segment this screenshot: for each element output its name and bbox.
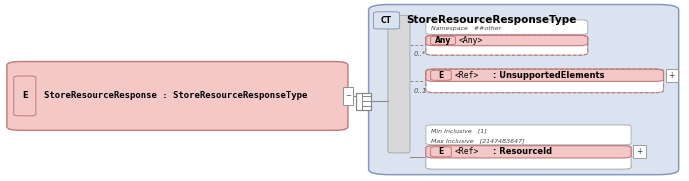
Text: <Any>: <Any> — [459, 36, 483, 45]
FancyBboxPatch shape — [369, 5, 679, 175]
Text: Max Inclusive   [2147483647]: Max Inclusive [2147483647] — [431, 138, 525, 143]
Text: <Ref>: <Ref> — [455, 147, 479, 156]
FancyBboxPatch shape — [426, 146, 631, 169]
FancyBboxPatch shape — [426, 69, 664, 81]
Bar — [356, 93, 371, 110]
Text: +: + — [668, 71, 675, 80]
FancyBboxPatch shape — [426, 20, 588, 34]
FancyBboxPatch shape — [14, 76, 36, 116]
FancyBboxPatch shape — [388, 15, 410, 153]
Text: Min Inclusive   [1]: Min Inclusive [1] — [431, 128, 487, 133]
FancyBboxPatch shape — [426, 69, 664, 93]
Bar — [633, 146, 646, 158]
Bar — [343, 87, 353, 105]
FancyBboxPatch shape — [426, 35, 588, 46]
Text: +: + — [636, 147, 643, 156]
FancyBboxPatch shape — [426, 125, 631, 145]
Text: E: E — [438, 147, 444, 156]
Text: Any: Any — [435, 36, 451, 45]
Text: CT: CT — [381, 16, 392, 25]
Text: : ResourceId: : ResourceId — [493, 147, 552, 156]
FancyBboxPatch shape — [431, 36, 455, 45]
FancyBboxPatch shape — [426, 146, 631, 158]
FancyBboxPatch shape — [431, 147, 451, 157]
FancyBboxPatch shape — [431, 70, 451, 80]
FancyBboxPatch shape — [426, 35, 588, 55]
Text: −: − — [345, 93, 351, 99]
FancyBboxPatch shape — [7, 62, 348, 130]
Text: E: E — [22, 91, 28, 100]
Bar — [666, 69, 678, 82]
Text: StoreResourceResponseType: StoreResourceResponseType — [407, 15, 577, 25]
Text: 0..1: 0..1 — [413, 89, 427, 94]
Text: : UnsupportedElements: : UnsupportedElements — [493, 71, 604, 80]
Text: Namespace   ##other: Namespace ##other — [431, 26, 502, 31]
Text: 0..*: 0..* — [413, 51, 426, 57]
Text: <Ref>: <Ref> — [455, 71, 479, 80]
Text: E: E — [438, 71, 444, 80]
FancyBboxPatch shape — [373, 12, 400, 29]
Text: StoreResourceResponse : StoreResourceResponseType: StoreResourceResponse : StoreResourceRes… — [44, 91, 307, 100]
